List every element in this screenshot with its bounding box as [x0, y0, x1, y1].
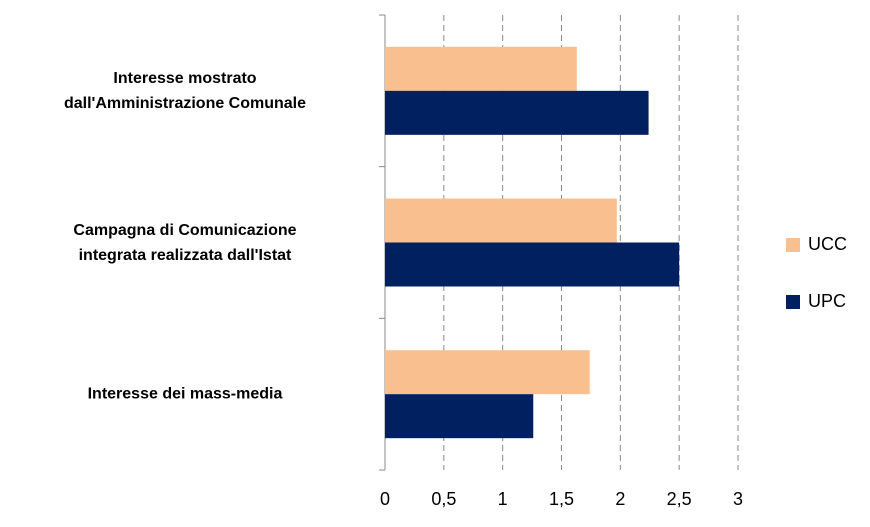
- legend-label: UCC: [808, 234, 847, 254]
- bar: [385, 394, 534, 439]
- x-tick-label: 1: [498, 489, 508, 509]
- legend-swatch: [786, 238, 800, 252]
- x-tick-label: 2: [615, 489, 625, 509]
- x-tick-label: 2,5: [667, 489, 692, 509]
- legend-swatch: [786, 295, 800, 309]
- bar: [385, 350, 590, 395]
- x-tick-label: 0: [380, 489, 390, 509]
- bar: [385, 90, 649, 135]
- legend-label: UPC: [808, 291, 846, 311]
- x-tick-label: 1,5: [549, 489, 574, 509]
- y-tick-label: Interesse mostrato dall'Amministrazione …: [63, 69, 307, 112]
- y-tick-label: Campagna di Comunicazione integrata real…: [73, 221, 297, 264]
- x-tick-label: 3: [733, 489, 743, 509]
- bar: [385, 198, 617, 243]
- x-tick-label: 0,5: [431, 489, 456, 509]
- bar: [385, 46, 577, 91]
- bar: [385, 242, 680, 287]
- y-tick-label: Interesse dei mass-media: [87, 385, 283, 403]
